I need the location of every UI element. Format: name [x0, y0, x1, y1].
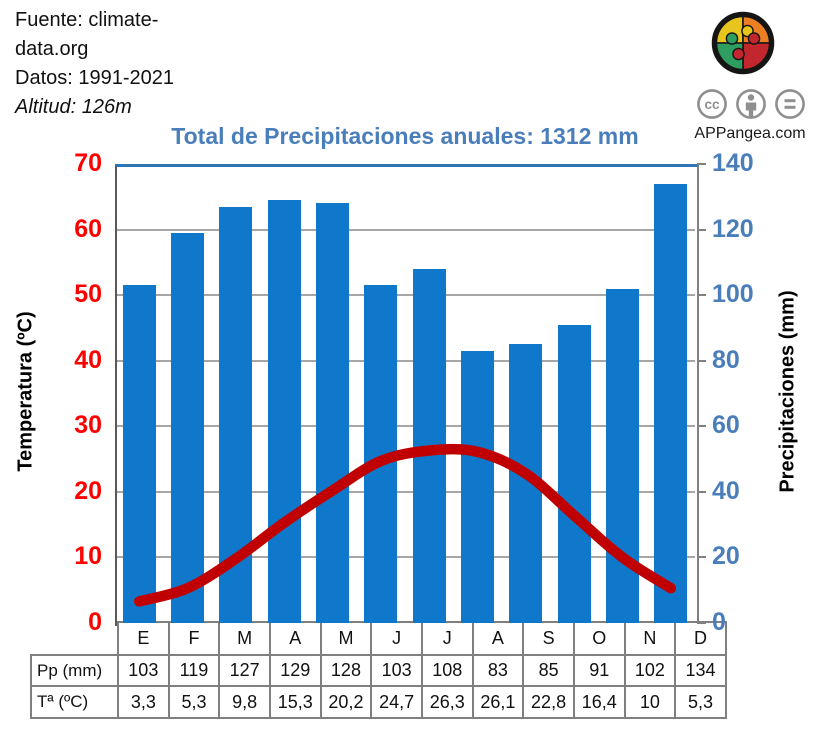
temperature-line: [133, 443, 677, 607]
precip-bar-1-E: [122, 285, 156, 623]
month-header-cell-1: E: [117, 621, 170, 656]
right-axis-tick-mark: [697, 294, 706, 297]
pp-value-cell-2: 119: [167, 654, 221, 687]
right-axis-tick-140: 140: [712, 148, 754, 177]
temp-value-cell-12: 5,3: [674, 685, 727, 719]
left-axis-tick-40: 40: [74, 345, 102, 374]
right-axis-tick-0: 0: [712, 607, 726, 636]
precip-bar-10-O: [557, 324, 591, 623]
temp-value-cell-2: 5,3: [167, 685, 221, 719]
temperature-curve: [133, 443, 677, 607]
source-line-2: data.org: [15, 38, 89, 60]
precip-bar-5-M: [316, 203, 349, 623]
precip-bar-12-D: [654, 183, 688, 623]
gridline: [117, 359, 695, 362]
altitude-line: Altitud: 126m: [15, 96, 132, 118]
right-axis-tick-mark: [697, 556, 706, 559]
right-axis-tick-mark: [697, 425, 706, 428]
month-header-cell-6: J: [370, 621, 423, 656]
temp-value-cell-1: 3,3: [117, 685, 170, 719]
right-axis-tick-mark: [697, 622, 706, 624]
left-axis-tick-60: 60: [74, 214, 102, 243]
chart-title: Total de Precipitaciones anuales: 1312 m…: [171, 123, 639, 149]
source-line-1: Fuente: climate-: [15, 9, 159, 31]
left-axis-tick-20: 20: [74, 476, 102, 505]
temp-value-cell-6: 24,7: [370, 685, 423, 719]
left-axis-tick-30: 30: [74, 411, 102, 440]
temp-value-cell-4: 15,3: [268, 685, 322, 719]
pp-value-cell-9: 85: [522, 654, 575, 687]
month-header-cell-8: A: [471, 621, 525, 656]
pp-value-cell-1: 103: [117, 654, 170, 687]
right-axis-tick-100: 100: [712, 280, 754, 309]
month-header-cell-12: D: [674, 621, 727, 656]
right-axis-tick-20: 20: [712, 542, 740, 571]
month-header-cell-2: F: [167, 621, 221, 656]
appangea-site-text: APPangea.com: [694, 125, 806, 142]
pp-value-cell-6: 103: [370, 654, 423, 687]
climate-data-table: E F M A M J J A S O N D Pp (mm) 103 119 127 129 128 103 108…: [30, 621, 727, 719]
month-header-cell-3: M: [218, 621, 271, 656]
right-axis-tick-60: 60: [712, 411, 740, 440]
right-axis-tick-mark: [697, 228, 706, 231]
right-axis-tick-80: 80: [712, 345, 740, 374]
gridline: [117, 425, 695, 428]
pp-value-cell-7: 108: [420, 654, 474, 687]
temp-value-cell-9: 22,8: [522, 685, 575, 719]
cc-icon: cc: [697, 89, 727, 119]
precip-bar-4-A: [267, 200, 301, 623]
gridline: [117, 556, 695, 559]
right-axis-tick-mark: [697, 359, 706, 362]
pp-value-cell-12: 134: [674, 654, 727, 687]
right-axis-tick-mark: [697, 163, 706, 165]
temp-value-cell-3: 9,8: [218, 685, 271, 719]
precip-bar-8-A: [461, 350, 494, 623]
table-row-temp: Tª (ºC) 3,3 5,3 9,8 15,3 20,2 24,7 26,3 26,1 22,8…: [30, 685, 727, 719]
right-axis-tick-120: 120: [712, 214, 754, 243]
month-header-cell-4: A: [268, 621, 322, 656]
month-header-cell-10: O: [572, 621, 626, 656]
gridline: [117, 490, 695, 493]
data-range-line: Datos: 1991-2021: [15, 67, 175, 89]
pp-value-cell-3: 127: [218, 654, 271, 687]
month-header-cell-9: S: [522, 621, 575, 656]
row-label-temp: Tª (ºC): [30, 685, 119, 719]
plot-area: [115, 164, 699, 626]
pp-value-cell-10: 91: [572, 654, 626, 687]
table-row-pp: Pp (mm) 103 119 127 129 128 103 108 83 85 91 102 134: [30, 654, 727, 687]
puzzle-globe-logo-icon: [711, 11, 775, 75]
equals-no-derivatives-icon: [775, 89, 805, 119]
precip-bar-2-F: [171, 232, 204, 623]
gridline: [117, 294, 695, 297]
left-axis-tick-50: 50: [74, 280, 102, 309]
attribution-person-icon: [736, 89, 766, 119]
temp-value-cell-8: 26,1: [471, 685, 525, 719]
left-axis-tick-70: 70: [74, 148, 102, 177]
svg-text:cc: cc: [704, 97, 720, 112]
pp-value-cell-11: 102: [623, 654, 677, 687]
month-header-cell-7: J: [420, 621, 474, 656]
license-icons: cc: [697, 89, 805, 119]
temp-value-cell-7: 26,3: [420, 685, 474, 719]
gridline: [117, 228, 695, 231]
row-label-pp: Pp (mm): [30, 654, 119, 687]
left-axis-tick-0: 0: [88, 607, 102, 636]
right-axis-tick-mark: [697, 490, 706, 493]
temp-value-cell-10: 16,4: [572, 685, 626, 719]
month-header-cell-5: M: [319, 621, 373, 656]
pp-value-cell-8: 83: [471, 654, 525, 687]
right-axis-tick-40: 40: [712, 476, 740, 505]
temp-value-cell-5: 20,2: [319, 685, 373, 719]
month-header-cell-11: N: [623, 621, 677, 656]
source-info: Fuente: climate- data.org Datos: 1991-20…: [15, 6, 315, 122]
pp-value-cell-5: 128: [319, 654, 373, 687]
temp-value-cell-11: 10: [623, 685, 677, 719]
pp-value-cell-4: 129: [268, 654, 322, 687]
left-axis-tick-10: 10: [74, 542, 102, 571]
